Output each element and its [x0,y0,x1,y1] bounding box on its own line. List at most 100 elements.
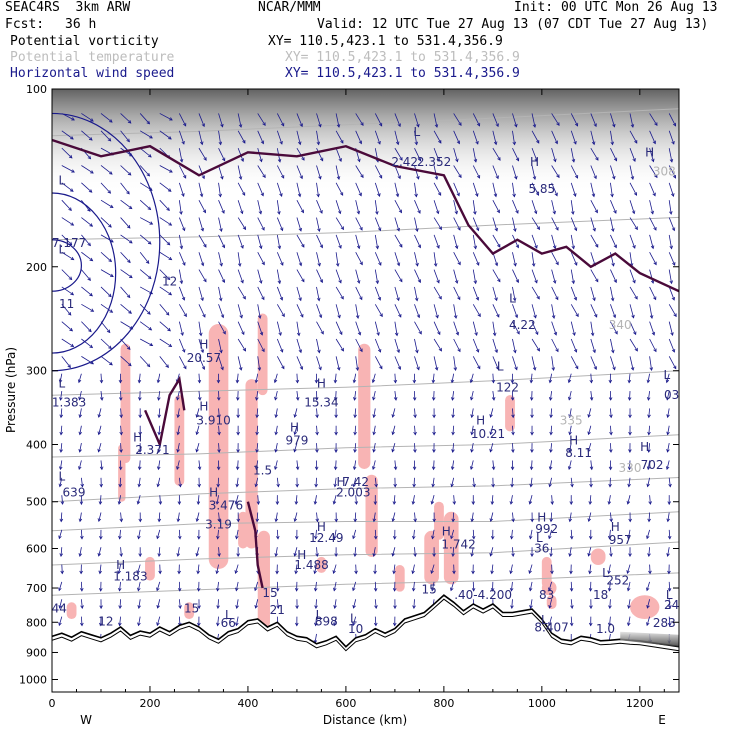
wind-arrow [218,165,223,180]
wind-arrow [394,338,400,353]
wind-arrowhead [277,280,282,285]
wind-arrow [100,286,112,297]
wind-arrowhead [58,622,62,627]
wind-arrowhead [87,208,91,212]
wind-arrowhead [665,379,670,384]
wind-arrowhead [671,227,676,232]
wind-arrow [177,443,180,452]
wind-arrowhead [313,587,318,592]
wind-arrow [472,113,480,127]
wind-arrow [453,217,461,231]
wind-arrowhead [613,244,617,249]
wind-arrow [61,269,72,280]
wind-arrowhead [650,245,655,250]
wind-arrowhead [277,158,282,163]
wind-arrow [237,234,244,249]
wind-arrowhead [569,535,574,540]
wind-arrowhead [450,587,454,592]
wind-arrowhead [530,431,534,436]
wind-arrow [80,581,83,591]
wind-arrow [334,529,337,539]
wind-arrowhead [574,262,578,266]
wind-arrow [138,373,141,383]
wind-arrowhead [317,262,321,267]
wind-arrow [649,286,657,300]
wind-arrowhead [315,518,319,523]
wind-arrow [394,252,400,266]
wind-arrowhead [157,397,161,401]
contour-label: 20.57 [187,351,221,365]
wind-arrow [551,113,560,126]
wind-arrow [433,252,437,267]
wind-arrowhead [451,431,455,436]
wind-arrow [274,460,278,470]
wind-arrowhead [218,141,223,146]
wind-arrowhead [216,622,220,627]
wind-arrowhead [137,622,141,627]
wind-arrow [316,356,322,370]
wind-arrowhead [372,431,376,436]
contour-label: 3.19 [205,518,232,532]
wind-arrowhead [59,414,64,419]
contour-label: 639 [63,486,86,500]
wind-arrow [531,269,538,283]
wind-arrow [610,113,615,127]
wind-arrowhead [217,518,221,523]
wind-arrowhead [535,331,539,336]
wind-arrowhead [313,501,318,505]
contour-label: 283 [653,616,676,630]
wind-arrow [198,391,201,401]
wind-arrow [216,495,219,505]
wind-arrow [472,529,475,539]
wind-arrowhead [436,158,440,162]
wind-arrowhead [274,396,278,401]
wind-arrowhead [138,449,142,453]
wind-arrowhead [532,176,537,181]
wind-arrowhead [98,501,103,505]
wind-arrowhead [273,379,278,384]
wind-arrowhead [628,518,632,523]
wind-arrowhead [591,193,596,198]
wind-arrow [314,564,317,574]
contour-label: H [209,486,218,500]
wind-arrow [98,425,102,435]
wind-arrow [60,390,63,401]
wind-arrowhead [256,501,261,505]
wind-arrowhead [315,553,319,558]
wind-arrowhead [71,169,75,173]
wind-arrowhead [220,366,224,371]
wind-arrow [81,338,93,348]
wind-arrow [119,581,121,591]
wind-arrowhead [377,296,382,301]
wind-arrow [492,338,498,353]
wind-arrow [100,113,113,123]
wind-arrow [120,321,133,330]
wind-arrow [118,564,121,574]
wind-arrowhead [59,449,63,453]
wind-arrowhead [549,449,553,453]
wind-arrowhead [280,262,284,266]
wind-arrow [433,147,440,162]
wind-arrowhead [201,123,205,128]
contour-label: H [116,558,125,572]
wind-arrowhead [298,141,302,146]
wind-arrowhead [166,276,171,281]
wind-arrowhead [182,174,187,179]
wind-arrowhead [176,431,181,436]
wind-arrow [296,338,302,353]
wind-arrowhead [450,483,454,488]
contour-label: 18 [593,588,608,602]
wind-arrow [335,391,337,401]
wind-arrowhead [235,622,239,627]
wind-arrow [414,147,421,161]
wind-arrowhead [571,245,575,250]
wind-arrowhead [317,349,321,354]
wind-arrow [492,147,501,161]
wind-arrowhead [510,379,515,384]
wind-arrowhead [59,397,63,401]
wind-arrowhead [477,365,481,370]
contour-label: H [133,430,142,444]
wind-arrow [414,338,418,353]
wind-arrow [492,200,500,213]
wind-arrowhead [215,570,219,575]
